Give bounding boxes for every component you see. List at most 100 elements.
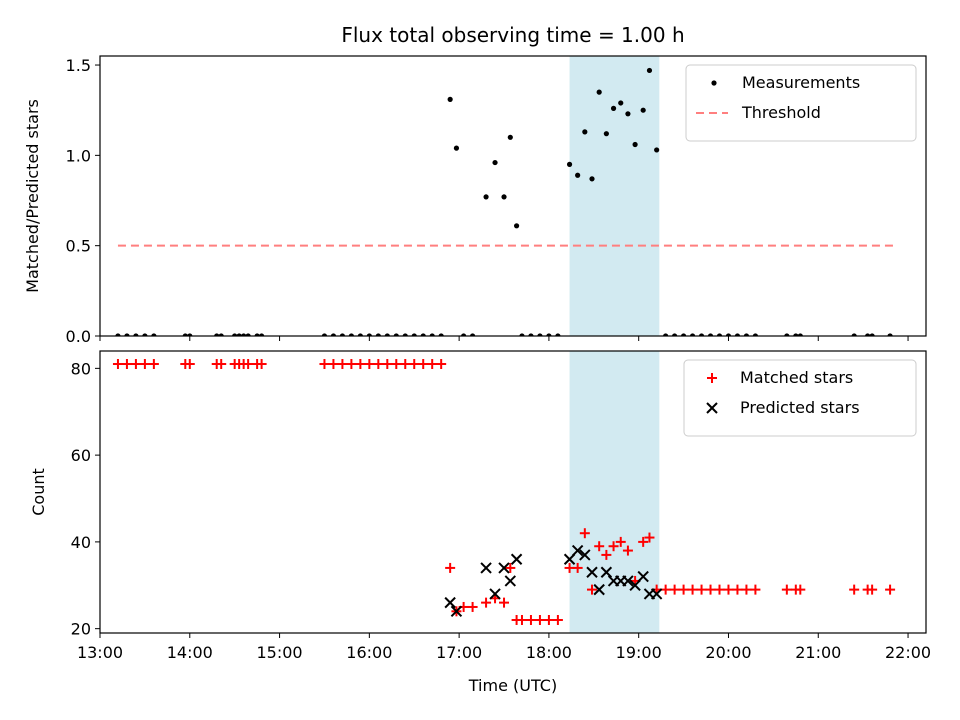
measurements-point — [241, 333, 247, 336]
matched-stars-point — [382, 359, 393, 370]
legend-measurements-swatch — [711, 80, 717, 86]
measurements-point — [115, 333, 121, 336]
matched-stars-point — [346, 359, 357, 370]
matched-stars-point — [409, 359, 420, 370]
measurements-point — [869, 333, 875, 336]
measurements-point — [501, 194, 507, 200]
predicted-stars-point — [622, 575, 634, 587]
matched-stars-point — [723, 584, 734, 595]
matched-stars-point — [525, 614, 536, 625]
matched-stars-point — [572, 562, 583, 573]
matched-stars-point — [638, 536, 649, 547]
predicted-stars-point — [450, 605, 463, 618]
measurements-point — [133, 333, 139, 336]
plot-frame — [99, 55, 927, 337]
matched-stars-point — [355, 359, 366, 370]
matched-stars-point — [587, 584, 598, 595]
measurements-point — [603, 131, 609, 137]
matched-stars-point — [256, 359, 267, 370]
matched-stars-point — [319, 359, 330, 370]
measurements-point — [654, 147, 660, 153]
measurements-point — [689, 333, 696, 336]
x-tick-label: 21:00 — [795, 643, 841, 662]
measurements-point — [429, 333, 435, 336]
matched-stars-point — [121, 359, 132, 370]
y-tick-label: 1.0 — [66, 146, 91, 165]
measurements-point — [142, 333, 148, 336]
predicted-stars-point — [510, 553, 523, 565]
measurements-point — [447, 96, 453, 102]
measurements-point — [793, 333, 799, 336]
legend: Matched stars Predicted stars — [683, 359, 917, 437]
measurements-point — [461, 333, 467, 336]
measurements-point — [483, 194, 489, 200]
measurements-point — [672, 333, 678, 336]
matched-stars-point — [391, 359, 402, 370]
x-tick-label: 19:00 — [616, 643, 662, 662]
measurements-point — [646, 67, 653, 74]
predicted-stars-point — [489, 588, 501, 600]
matched-stars-point — [608, 541, 619, 552]
measurements-point — [507, 134, 513, 140]
y-tick-label: 20 — [71, 620, 91, 639]
measurements-point — [537, 333, 543, 336]
legend: Measurements Threshold — [685, 64, 917, 142]
predicted-stars-point — [629, 579, 641, 591]
y-tick-label: 1.5 — [66, 56, 91, 75]
legend-predicted-stars-swatch — [706, 402, 718, 414]
matched-stars-point — [543, 614, 554, 625]
predicted-stars-point — [563, 553, 576, 565]
x-axis-label: Time (UTC) — [468, 676, 557, 695]
matched-stars-point — [644, 532, 655, 543]
matched-stars-point — [552, 614, 563, 625]
y-tick-label: 0.0 — [66, 327, 91, 346]
matched-stars-point — [885, 584, 896, 595]
measurements-point — [182, 333, 188, 336]
matched-stars-point — [867, 584, 878, 595]
measurements-point — [887, 333, 893, 336]
matched-stars-point — [505, 562, 516, 573]
matched-stars-point — [481, 597, 492, 608]
measurements-point — [734, 333, 741, 336]
matched-stars-point — [741, 584, 752, 595]
matched-stars-point — [714, 584, 725, 595]
matched-stars-point — [594, 541, 605, 552]
measurements-point — [752, 333, 759, 336]
measurements-point — [232, 333, 238, 336]
measurements-point — [582, 129, 588, 135]
measurements-point — [707, 333, 714, 336]
measurements-point — [375, 333, 381, 336]
matched-stars-point — [130, 359, 141, 370]
matched-stars-point — [400, 359, 411, 370]
measurements-point — [218, 333, 224, 336]
measurements-point — [187, 333, 193, 336]
measurements-point — [640, 107, 646, 113]
measurements-point — [698, 333, 705, 336]
matched-stars-point — [364, 359, 375, 370]
y-tick-label: 0.5 — [66, 237, 91, 256]
measurements-point — [680, 333, 687, 336]
x-tick-label: 17:00 — [436, 643, 482, 662]
measurements-point — [725, 333, 732, 336]
measurements-point — [339, 333, 346, 336]
measurements-point — [348, 333, 354, 336]
measurements-point — [469, 333, 476, 336]
matched-stars-point — [216, 359, 227, 370]
x-tick-label: 18:00 — [526, 643, 572, 662]
measurements-point — [124, 333, 130, 336]
legend-matched-stars-label: Matched stars — [740, 368, 853, 387]
legend-threshold-label: Threshold — [741, 103, 821, 122]
matched-stars-point — [112, 359, 123, 370]
y-tick-label: 60 — [71, 446, 91, 465]
measurements-point — [566, 161, 573, 167]
matched-stars-point — [139, 359, 150, 370]
y-axis-label: Matched/Predicted stars — [23, 99, 42, 293]
predicted-stars-point — [586, 566, 598, 578]
measurements-point — [366, 333, 372, 336]
measurements-point — [797, 333, 803, 336]
bottom-panel: 20 40 60 80 13:00 14:00 15:00 16:00 17:00 18:00 19… — [29, 350, 931, 662]
x-tick-label: 14:00 — [167, 643, 213, 662]
matched-stars-point — [705, 584, 716, 595]
measurements-point — [402, 333, 408, 336]
measurements-point — [513, 223, 520, 229]
